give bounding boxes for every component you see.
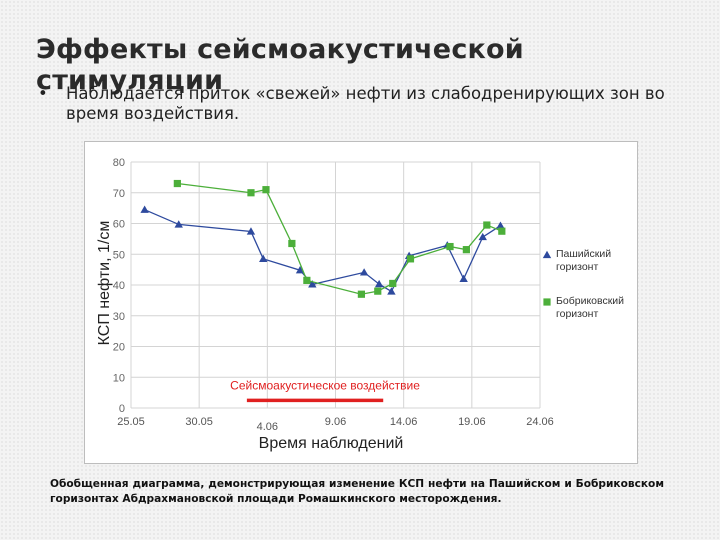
- tick-labels: 0 10 20 30 40 50 60 70 80 25.05 30.05 4.06 9.06 14.06…: [113, 157, 554, 433]
- data-point-square: [446, 242, 454, 251]
- data-point-triangle: [459, 274, 468, 282]
- y-tick-label: 70: [113, 188, 125, 200]
- bullet-marker: •: [38, 84, 48, 103]
- data-point-triangle: [478, 232, 487, 241]
- data-point-triangle: [140, 205, 149, 213]
- x-tick-label: 19.06: [458, 416, 486, 428]
- x-tick-label: 14.06: [390, 416, 418, 428]
- data-point-square: [543, 298, 551, 306]
- data-point-triangle: [359, 268, 369, 276]
- annotation: Сейсмоакустическое воздействие: [230, 378, 420, 403]
- data-point-triangle: [496, 221, 505, 229]
- data-point-triangle: [308, 280, 317, 288]
- legend-label: Бобриковский: [556, 295, 624, 307]
- y-tick-label: 30: [113, 311, 125, 323]
- data-point-triangle: [387, 287, 396, 295]
- data-point-square: [462, 246, 470, 254]
- x-tick-label: 24.06: [526, 416, 554, 428]
- data-point-triangle: [374, 279, 384, 288]
- legend-label: Пашийский: [556, 248, 611, 260]
- y-tick-label: 20: [113, 342, 125, 354]
- grid: [130, 161, 541, 409]
- data-point-square: [498, 227, 506, 235]
- data-point-triangle: [259, 254, 268, 263]
- data-point-square: [483, 221, 491, 229]
- data-point-square: [389, 279, 397, 288]
- y-axis-label: КСП нефти, 1/см: [96, 221, 113, 346]
- chart-frame: 0 10 20 30 40 50 60 70 80 25.05 30.05 4.06 9.06 14.06…: [84, 141, 638, 464]
- y-tick-label: 60: [113, 219, 125, 231]
- data-point-square: [406, 255, 415, 263]
- y-tick-label: 40: [113, 280, 125, 292]
- x-tick-label: 30.05: [185, 416, 213, 428]
- data-point-triangle: [246, 227, 256, 235]
- y-tick-label: 10: [113, 372, 125, 384]
- figure-caption: Обобщенная диаграмма, демонстрирующая из…: [50, 478, 664, 505]
- data-point-square: [288, 239, 296, 248]
- data-point-triangle: [174, 220, 183, 228]
- slide-title: Эффекты сейсмоакустической стимуляции: [36, 34, 524, 96]
- x-tick-label: 25.05: [117, 416, 145, 428]
- series-group: [140, 179, 506, 298]
- data-point-square: [247, 189, 255, 197]
- data-point-square: [262, 186, 270, 194]
- data-point-square: [303, 276, 311, 284]
- y-tick-label: 0: [119, 403, 125, 415]
- y-tick-label: 50: [113, 249, 125, 261]
- x-tick-label: 9.06: [325, 416, 346, 428]
- series-line: [144, 209, 501, 293]
- data-point-square: [173, 179, 181, 188]
- annotation-label: Сейсмоакустическое воздействие: [230, 378, 420, 392]
- ksp-chart: 0 10 20 30 40 50 60 70 80 25.05 30.05 4.06 9.06 14.06…: [96, 157, 624, 452]
- data-point-square: [374, 287, 382, 295]
- x-axis-label: Время наблюдений: [259, 435, 404, 452]
- data-point-triangle: [295, 266, 305, 274]
- data-point-square: [357, 290, 366, 298]
- bullet-text: Наблюдается приток «свежей» нефти из сла…: [66, 84, 665, 123]
- x-tick-label: 4.06: [257, 421, 278, 433]
- legend-label: горизонт: [556, 261, 598, 273]
- data-point-triangle: [542, 250, 552, 259]
- legend-label: горизонт: [556, 308, 598, 320]
- y-tick-label: 80: [113, 157, 125, 169]
